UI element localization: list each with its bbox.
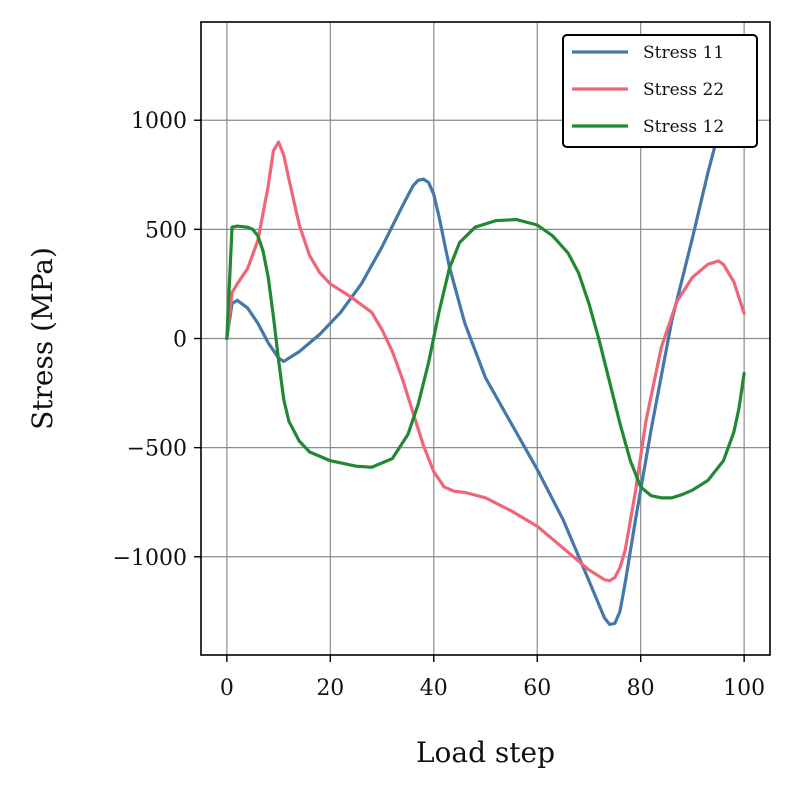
legend-label: Stress 12 bbox=[643, 117, 724, 137]
legend: Stress 11 Stress 22 Stress 12 bbox=[562, 34, 758, 148]
y-tick-label: −500 bbox=[127, 437, 187, 462]
x-tick-label: 80 bbox=[627, 676, 655, 701]
y-tick-label: 1000 bbox=[131, 109, 187, 134]
legend-box bbox=[562, 34, 758, 148]
x-tick-label: 100 bbox=[723, 676, 765, 701]
y-tick-label: 500 bbox=[145, 218, 187, 243]
x-tick-label: 40 bbox=[420, 676, 448, 701]
series-line-stress-2 bbox=[225, 140, 746, 583]
series-lines bbox=[225, 131, 746, 627]
legend-label: Stress 22 bbox=[643, 80, 724, 100]
x-axis-title: Load step bbox=[416, 736, 555, 769]
x-tick-label: 60 bbox=[523, 676, 551, 701]
legend-label: Stress 11 bbox=[643, 43, 724, 63]
y-axis-title: Stress (MPa) bbox=[26, 247, 59, 430]
y-tick-label: 0 bbox=[173, 328, 187, 353]
x-tick-label: 0 bbox=[220, 676, 234, 701]
series-line-stress-3 bbox=[225, 217, 746, 500]
axis-ticks: 0 20 40 60 80 100 −1000 −500 0 500 1000 bbox=[113, 109, 766, 701]
y-tick-label: −1000 bbox=[113, 546, 187, 571]
x-tick-label: 20 bbox=[316, 676, 344, 701]
